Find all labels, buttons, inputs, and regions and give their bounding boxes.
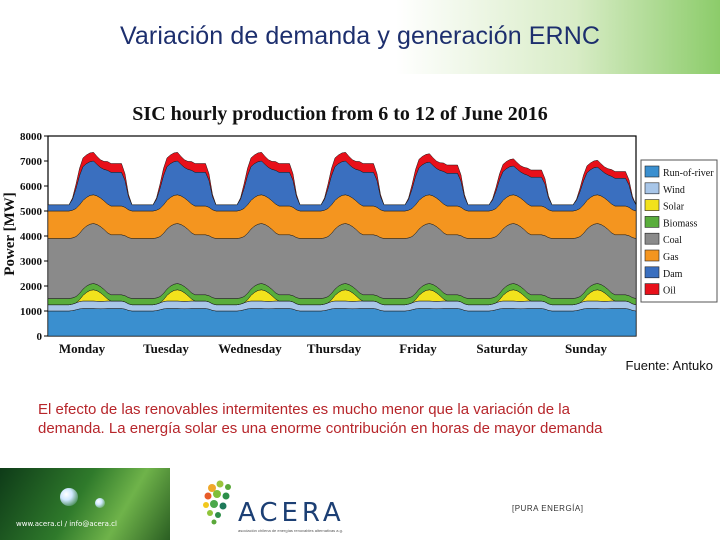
x-tick-label: Friday	[399, 341, 437, 356]
y-tick-label: 8000	[20, 131, 43, 143]
x-tick-label: Sunday	[565, 341, 607, 356]
source-note: Fuente: Antuko	[625, 358, 713, 373]
logo-text: ACERA	[238, 498, 345, 528]
y-tick-label: 3000	[20, 256, 43, 268]
x-tick-label: Wednesday	[218, 341, 282, 356]
chart-title: SIC hourly production from 6 to 12 of Ju…	[132, 103, 547, 125]
legend-label-biomass: Biomass	[663, 218, 698, 229]
area-oil	[48, 152, 637, 206]
legend-swatch-wind	[644, 182, 660, 195]
legend-swatch-solar	[644, 199, 660, 211]
legend-swatch-coal	[644, 232, 660, 245]
y-tick-label: 5000	[20, 206, 43, 218]
x-tick-label: Monday	[59, 341, 106, 356]
y-tick-label: 4000	[20, 231, 43, 243]
y-tick-label: 6000	[20, 181, 43, 193]
water-drop-icon	[60, 488, 78, 506]
y-tick-label: 2000	[20, 281, 43, 293]
legend-box	[640, 159, 718, 303]
footer-photo: www.acera.cl / info@acera.cl	[0, 468, 170, 540]
x-tick-label: Thursday	[307, 341, 362, 356]
body-text-line-1: El efecto de las renovables intermitente…	[38, 401, 570, 418]
slide-title: Variación de demanda y generación ERNC	[120, 22, 600, 50]
y-tick-label: 7000	[20, 156, 43, 168]
footer-contact: www.acera.cl / info@acera.cl	[16, 520, 117, 528]
header-band	[0, 0, 720, 74]
legend-label-coal: Coal	[663, 235, 682, 246]
production-chart: SIC hourly production from 6 to 12 of Ju…	[2, 103, 718, 356]
body-text: El efecto de las renovables intermitente…	[38, 400, 698, 438]
legend-label-solar: Solar	[663, 202, 685, 213]
x-tick-label: Saturday	[476, 341, 528, 356]
y-tick-label: 0	[37, 331, 43, 343]
legend-swatch-oil	[644, 283, 660, 295]
legend-swatch-dam	[644, 266, 660, 279]
leaf-sphere-icon	[203, 480, 231, 525]
y-tick-label: 1000	[20, 306, 43, 318]
legend-swatch-gas	[644, 249, 660, 262]
acera-logo: ACERA asociación chilena de energías ren…	[200, 474, 360, 536]
legend-label-dam: Dam	[663, 269, 683, 280]
legend-label-gas: Gas	[663, 252, 679, 263]
legend-swatch-biomass	[644, 216, 660, 228]
footer-slogan: [PURA ENERGÍA]	[512, 504, 584, 513]
legend-label-oil: Oil	[663, 286, 676, 297]
area-run-of-river	[47, 308, 637, 337]
body-text-line-2: demanda. La energía solar es una enorme …	[38, 420, 603, 437]
x-tick-label: Tuesday	[143, 341, 189, 356]
legend-label-wind: Wind	[663, 185, 685, 196]
legend: Run-of-river Wind Solar Biomass Coal Gas Dam Oi…	[640, 159, 718, 303]
water-drop-icon	[95, 498, 105, 508]
logo-tagline: asociación chilena de energías renovable…	[238, 528, 343, 533]
legend-swatch-run-of-river	[644, 165, 660, 178]
legend-label-run-of-river: Run-of-river	[663, 168, 714, 179]
y-axis-label: Power [MW]	[2, 192, 18, 275]
